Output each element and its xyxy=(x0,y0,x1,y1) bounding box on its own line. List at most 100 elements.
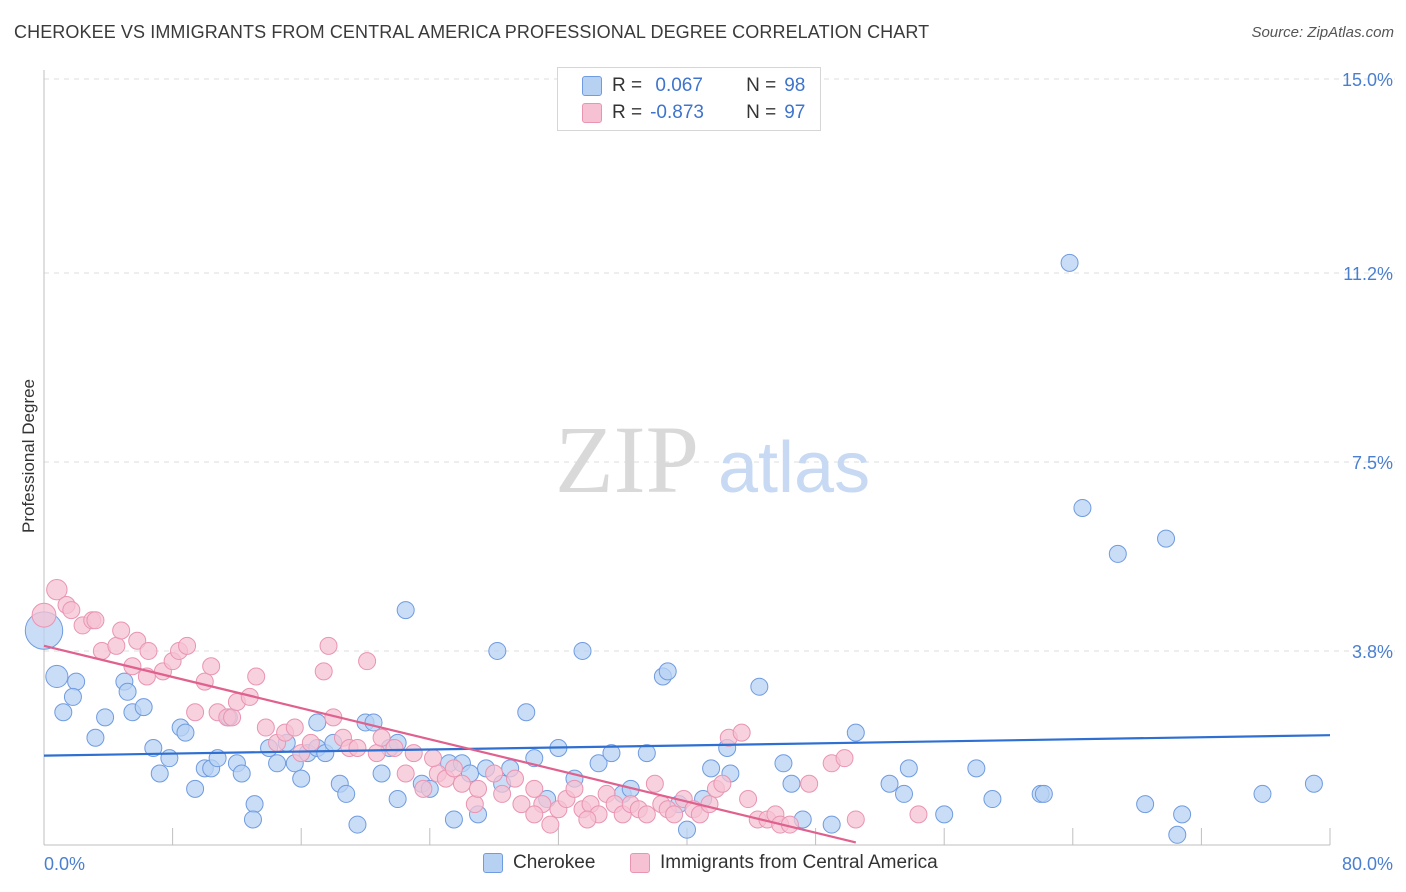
r-label: R = xyxy=(612,75,643,96)
immigrants-point xyxy=(541,815,560,834)
immigrants-point xyxy=(835,749,854,768)
immigrants-point xyxy=(485,764,504,783)
immigrants-point xyxy=(469,779,488,798)
immigrants-point xyxy=(385,738,404,757)
immigrants-point xyxy=(247,667,266,686)
immigrants-point xyxy=(62,601,81,620)
immigrants-point xyxy=(256,718,275,737)
cherokee-point xyxy=(160,749,179,768)
immigrants-point xyxy=(319,636,338,655)
immigrants-point xyxy=(578,810,597,829)
watermark-zip: ZIP xyxy=(555,406,699,513)
x-tick-marks xyxy=(172,828,1331,845)
r-value: -0.873 xyxy=(650,102,704,123)
cherokee-swatch xyxy=(483,853,503,873)
cherokee-point xyxy=(899,759,918,778)
cherokee-point xyxy=(134,698,153,717)
immigrants-point xyxy=(314,662,333,681)
cherokee-point xyxy=(935,805,954,824)
cherokee-point xyxy=(637,744,656,763)
cherokee-point xyxy=(573,641,592,660)
cherokee-point xyxy=(967,759,986,778)
immigrants-point xyxy=(202,657,221,676)
cherokee-point xyxy=(895,784,914,803)
cherokee-point xyxy=(86,728,105,747)
stats-legend: R = 0.067 N = 98 R = -0.873 N = 97 xyxy=(557,67,821,131)
cherokee-point xyxy=(880,774,899,793)
immigrants-point xyxy=(285,718,304,737)
chart-title: CHEROKEE VS IMMIGRANTS FROM CENTRAL AMER… xyxy=(14,22,930,42)
x-tick-label-min: 0.0% xyxy=(44,854,85,874)
cherokee-point xyxy=(1173,805,1192,824)
cherokee-point xyxy=(846,723,865,742)
cherokee-point xyxy=(1304,774,1323,793)
cherokee-point xyxy=(1136,795,1155,814)
immigrants-swatch xyxy=(582,103,602,123)
immigrants-point xyxy=(414,779,433,798)
source-credit: Source: ZipAtlas.com xyxy=(1251,24,1394,41)
cherokee-point xyxy=(337,784,356,803)
immigrants-trend-line xyxy=(43,644,857,844)
immigrants-point xyxy=(565,779,584,798)
cherokee-points xyxy=(24,253,1323,844)
immigrants-point xyxy=(107,636,126,655)
cherokee-point xyxy=(444,810,463,829)
cherokee-point xyxy=(658,662,677,681)
immigrants-point xyxy=(700,795,719,814)
cherokee-point xyxy=(388,790,407,809)
cherokee-point xyxy=(150,764,169,783)
y-tick-label: 15.0% xyxy=(1342,70,1393,90)
cherokee-point xyxy=(268,754,287,773)
immigrants-point xyxy=(358,652,377,671)
y-tick-label: 11.2% xyxy=(1343,264,1393,284)
x-tick-label-max: 80.0% xyxy=(1342,854,1393,874)
series-legend: Cherokee Immigrants from Central America xyxy=(0,852,1406,878)
immigrants-point xyxy=(424,749,443,768)
n-label: N = xyxy=(746,75,777,96)
cherokee-point xyxy=(1253,784,1272,803)
cherokee-point xyxy=(822,815,841,834)
cherokee-point xyxy=(144,738,163,757)
cherokee-trend-line xyxy=(43,734,1331,757)
immigrants-point xyxy=(404,744,423,763)
cherokee-point xyxy=(118,682,137,701)
legend-row-cherokee: R = 0.067 N = 98 xyxy=(582,73,805,99)
immigrants-point xyxy=(367,744,386,763)
immigrants-points xyxy=(31,578,928,834)
cherokee-point xyxy=(1073,498,1092,517)
immigrants-point xyxy=(348,738,367,757)
cherokee-point xyxy=(54,703,73,722)
immigrants-swatch xyxy=(630,853,650,873)
immigrants-point xyxy=(909,805,928,824)
cherokee-point xyxy=(702,759,721,778)
immigrants-point xyxy=(444,759,463,778)
n-value: 97 xyxy=(784,102,806,123)
cherokee-point xyxy=(774,754,793,773)
legend-item-immigrants: Immigrants from Central America xyxy=(630,852,938,874)
immigrants-point xyxy=(525,805,544,824)
legend-item-cherokee: Cherokee xyxy=(483,852,595,874)
immigrants-point xyxy=(637,805,656,824)
cherokee-point xyxy=(517,703,536,722)
cherokee-point xyxy=(63,687,82,706)
immigrants-point xyxy=(186,703,205,722)
immigrants-point xyxy=(732,723,751,742)
r-label: R = xyxy=(612,102,643,123)
cherokee-point xyxy=(186,779,205,798)
y-tick-label: 3.8% xyxy=(1352,642,1393,662)
cherokee-point xyxy=(348,815,367,834)
legend-label-cherokee: Cherokee xyxy=(513,852,596,873)
cherokee-point xyxy=(1034,784,1053,803)
immigrants-point xyxy=(31,602,57,628)
cherokee-point xyxy=(232,764,251,783)
cherokee-point xyxy=(243,810,262,829)
cherokee-point xyxy=(983,790,1002,809)
cherokee-point xyxy=(782,774,801,793)
immigrants-point xyxy=(465,795,484,814)
immigrants-point xyxy=(645,774,664,793)
legend-label-immigrants: Immigrants from Central America xyxy=(660,852,938,873)
cherokee-point xyxy=(589,754,608,773)
legend-row-immigrants: R = -0.873 N = 97 xyxy=(582,100,805,126)
cherokee-point xyxy=(396,601,415,620)
r-value: 0.067 xyxy=(650,75,703,96)
